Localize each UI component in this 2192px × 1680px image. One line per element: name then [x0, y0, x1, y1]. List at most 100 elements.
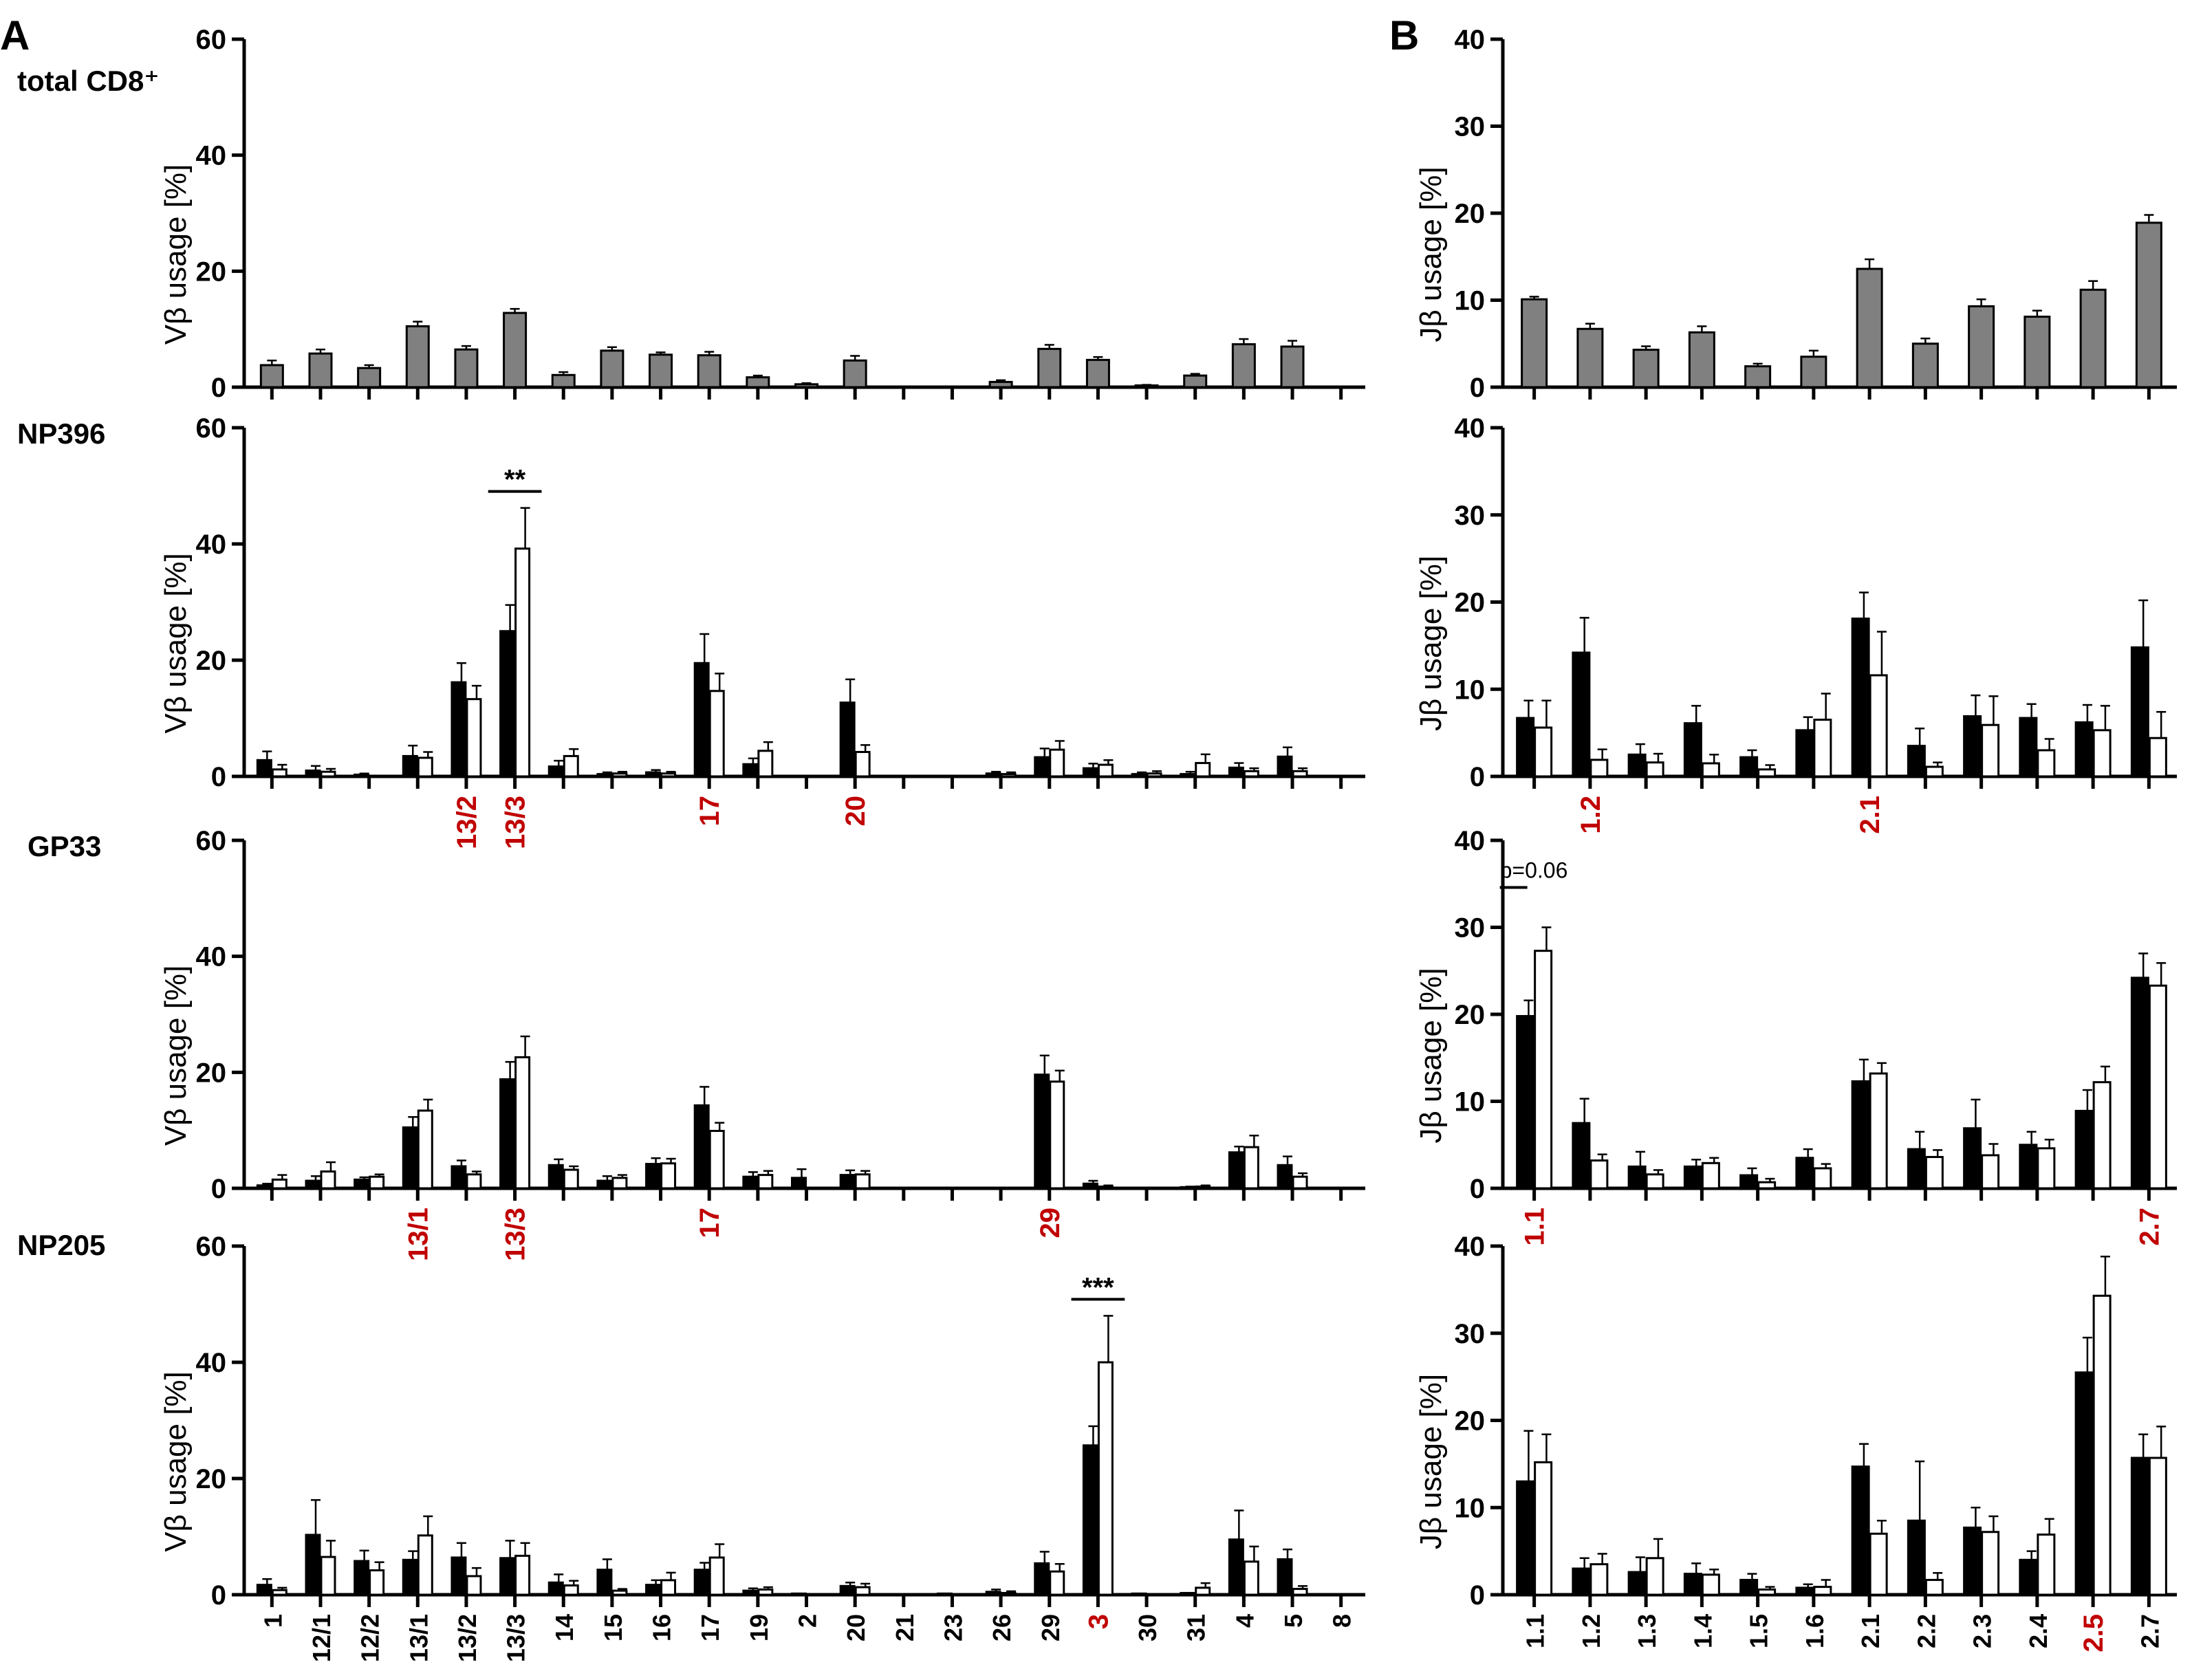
bar-black-2-2 [1907, 1148, 1926, 1190]
bar-white-1-4 [1701, 1161, 1720, 1190]
bar-white-2-3 [1981, 1154, 2000, 1190]
category-label-1: 1 [259, 1614, 287, 1628]
bar-white-12-1 [320, 770, 336, 778]
bar-black-19 [742, 763, 759, 778]
bar-white-13-2 [466, 1173, 482, 1190]
category-label-15: 15 [599, 1614, 627, 1641]
category-label-23: 23 [939, 1614, 967, 1641]
significance-label: ** [504, 465, 526, 495]
highlighted-category-label-13-2: 13/2 [452, 796, 482, 849]
bar-black-1-5 [1739, 756, 1759, 778]
row-label-np205: NP205 [17, 1229, 105, 1261]
bar-white-16 [660, 772, 677, 778]
category-label-2-2: 2.2 [1912, 1614, 1940, 1648]
bar-white-1-5 [1757, 1181, 1777, 1190]
bar-white-2-2 [1924, 1155, 1944, 1190]
y-tick-label: 30 [1455, 112, 1486, 142]
chart-a-total: 0 20 40 60 Vβ usage [%] [159, 25, 1365, 403]
bar-white-1-1 [1534, 1461, 1553, 1596]
bar-white-20 [854, 1173, 871, 1190]
bar-black-2-5 [2074, 721, 2094, 778]
bar-black-26 [985, 1591, 1001, 1596]
bar-black-2-1 [1851, 1080, 1870, 1190]
y-tick-label: 0 [1470, 373, 1485, 403]
bar-white-1 [271, 1178, 287, 1190]
bar-black-2-7 [2130, 1457, 2149, 1596]
y-tick-label: 20 [1455, 199, 1486, 229]
bar-white-1-6 [1813, 719, 1832, 778]
bar-black-30 [1131, 1592, 1147, 1596]
highlighted-category-label-13-1: 13/1 [403, 1208, 433, 1261]
y-tick-label: 30 [1455, 501, 1486, 531]
highlighted-category-label-17: 17 [695, 796, 725, 827]
significance-label: *** [1082, 1272, 1114, 1302]
bar-white-13-2 [466, 698, 482, 778]
bar-total-2-2 [1911, 342, 1939, 389]
bar-total-2-7 [2135, 221, 2162, 389]
category-label-13-1: 13/1 [404, 1614, 433, 1662]
bar-white-19 [757, 750, 774, 778]
bar-black-13-2 [451, 1556, 467, 1596]
chart-b-gp33: 0 10 20 30 40 Jβ usage [%] p=0.06 1.1 2.7 [1414, 826, 2177, 1246]
bar-black-2-4 [2019, 1144, 2038, 1190]
y-tick-label: 30 [1455, 913, 1486, 943]
highlighted-category-label-20: 20 [840, 796, 871, 827]
y-tick-label: 60 [196, 25, 227, 55]
y-axis-title: Jβ usage [%] [1414, 166, 1448, 342]
bar-black-20 [839, 701, 856, 778]
category-label-17: 17 [696, 1614, 724, 1641]
bar-black-12-1 [305, 770, 321, 778]
bar-black-12-2 [354, 1178, 370, 1190]
y-tick-label: 30 [1455, 1319, 1486, 1349]
bar-total-1-5 [1744, 365, 1772, 389]
bar-black-3 [1082, 1182, 1098, 1190]
bar-black-2-1 [1851, 1465, 1870, 1596]
bar-black-3 [1082, 1444, 1098, 1596]
bar-black-2-3 [1963, 715, 1982, 778]
y-tick-label: 10 [1455, 286, 1486, 316]
bar-white-3 [1097, 1361, 1114, 1596]
bar-black-17 [693, 662, 710, 778]
bar-black-1-2 [1572, 1567, 1591, 1596]
highlighted-category-label-13-3: 13/3 [501, 796, 531, 849]
bar-total-4 [1231, 343, 1256, 389]
bar-white-1-2 [1589, 1563, 1609, 1596]
bar-black-13-1 [402, 1126, 418, 1190]
bar-black-19 [742, 1175, 759, 1190]
bar-black-13-3 [499, 1078, 516, 1190]
bar-black-29 [1034, 1562, 1050, 1596]
bar-total-5 [1280, 345, 1305, 389]
category-label-2-3: 2.3 [1968, 1614, 1997, 1648]
bar-white-29 [1049, 748, 1065, 778]
bar-white-17 [708, 1556, 725, 1596]
bar-white-2-4 [2037, 1534, 2056, 1596]
bar-total-1-2 [1576, 327, 1604, 389]
highlighted-category-label-2-5: 2.5 [2079, 1614, 2109, 1652]
category-label-12-1: 12/1 [307, 1614, 336, 1662]
bar-black-13-3 [499, 1557, 516, 1596]
y-axis-title: Vβ usage [%] [159, 966, 193, 1146]
bar-black-1-3 [1627, 1571, 1647, 1596]
category-label-21: 21 [891, 1614, 919, 1641]
y-tick-label: 40 [1455, 826, 1486, 856]
y-tick-label: 40 [1455, 1232, 1486, 1262]
bar-black-2-4 [2019, 1558, 2038, 1596]
bar-black-14 [547, 1581, 564, 1596]
bar-black-1-4 [1683, 1573, 1702, 1596]
bar-black-20 [839, 1174, 856, 1190]
bar-white-20 [854, 1586, 871, 1596]
bar-black-31 [1180, 1591, 1196, 1596]
panel-letter-b: B [1389, 12, 1419, 58]
bar-white-15 [611, 1589, 628, 1596]
bar-white-15 [611, 772, 628, 778]
bar-black-13-2 [451, 1165, 467, 1190]
bar-black-2-2 [1907, 745, 1926, 778]
bar-white-2-5 [2092, 1081, 2112, 1190]
category-label-2-1: 2.1 [1856, 1614, 1885, 1648]
highlighted-category-label-2-7: 2.7 [2134, 1208, 2164, 1246]
bar-white-5 [1292, 1175, 1308, 1190]
bar-white-19 [757, 1174, 774, 1190]
bar-white-1-3 [1645, 761, 1664, 778]
y-tick-label: 20 [196, 646, 227, 676]
bar-white-26 [1000, 773, 1017, 778]
